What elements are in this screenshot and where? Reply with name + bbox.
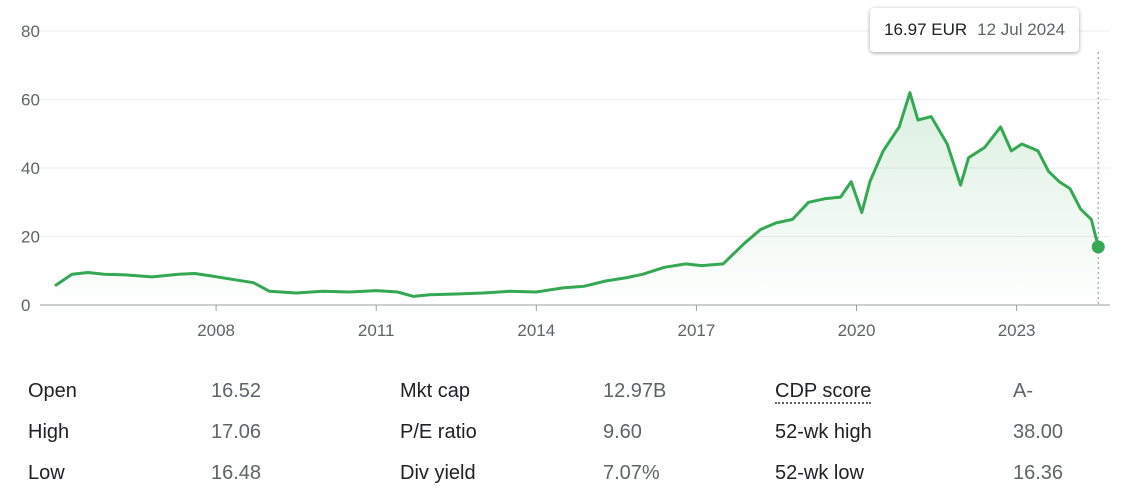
tooltip-date: 12 Jul 2024 [977,20,1066,39]
stat-label-div-yield: Div yield [400,462,476,484]
stat-value-high: 17.06 [211,421,262,443]
price-line [54,91,1100,298]
stats-table: Open 16.52 Mkt cap 12.97B CDP score A- H… [0,372,1124,495]
price-chart[interactable]: 0 20 40 60 80 2008 2011 2014 2017 2020 2023 [0,0,1124,345]
stats-row-2: High 17.06 P/E ratio 9.60 52-wk high 38.… [0,413,1124,454]
x-tick-label: 2008 [197,321,235,340]
stat-label-low: Low [28,462,65,484]
stat-value-div-yield: 7.07% [603,462,660,484]
y-tick-label: 20 [21,228,40,247]
y-tick-label: 60 [21,91,40,110]
stat-value-52wk-high: 38.00 [1013,421,1064,443]
y-tick-label: 0 [21,296,30,315]
stat-label-pe-ratio: P/E ratio [400,421,477,443]
stat-value-pe-ratio: 9.60 [603,421,642,443]
stat-label-52wk-low: 52-wk low [775,462,864,484]
stats-row-3: Low 16.48 Div yield 7.07% 52-wk low 16.3… [0,454,1124,495]
stat-value-52wk-low: 16.36 [1013,462,1064,484]
x-axis-ticks: 2008 2011 2014 2017 2020 2023 [197,305,1036,340]
x-tick-label: 2011 [358,321,395,340]
price-area-fill [56,92,1099,305]
y-axis-ticks: 0 20 40 60 80 [21,22,40,315]
stat-label-52wk-high: 52-wk high [775,421,872,443]
x-tick-label: 2014 [517,321,555,340]
price-tooltip: 16.97 EUR 12 Jul 2024 [870,8,1080,52]
stat-label-open: Open [28,380,77,402]
stat-label-mkt-cap: Mkt cap [400,380,471,402]
stat-label-cdp-score[interactable]: CDP score [775,380,872,404]
stat-label-high: High [28,421,70,443]
stat-value-mkt-cap: 12.97B [603,380,667,402]
stat-value-low: 16.48 [211,462,262,484]
stat-value-cdp-score: A- [1013,380,1033,402]
x-tick-label: 2020 [838,321,876,340]
last-price-marker [1091,240,1105,254]
y-tick-label: 40 [21,159,40,178]
tooltip-price: 16.97 EUR [884,20,968,39]
y-tick-label: 80 [21,22,40,41]
stat-value-open: 16.52 [211,380,262,402]
x-tick-label: 2023 [998,321,1036,340]
x-tick-label: 2017 [677,321,715,340]
stats-row-1: Open 16.52 Mkt cap 12.97B CDP score A- [0,372,1124,413]
